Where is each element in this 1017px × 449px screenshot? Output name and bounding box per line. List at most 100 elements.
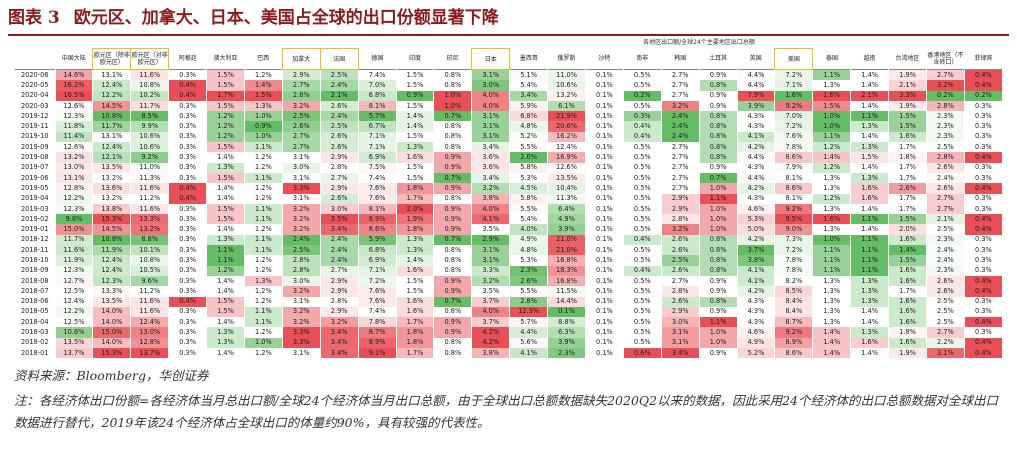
table-cell: 0.3% — [964, 142, 1004, 153]
table-cell: 2.9% — [320, 306, 359, 318]
table-cell: 0.5% — [623, 327, 662, 338]
table-cell: 0.5% — [623, 152, 662, 163]
table-cell: 1.4% — [850, 131, 890, 143]
table-cell: 5.4% — [509, 214, 549, 225]
table-cell: 8.1% — [774, 172, 814, 184]
table-cell: 4.0% — [471, 306, 511, 318]
table-cell: 0.3% — [168, 100, 208, 112]
table-cell: 0.4% — [168, 193, 208, 204]
row-date: 2018-03 — [15, 327, 56, 338]
table-cell: 16.9% — [547, 152, 586, 163]
table-cell: 1.3% — [396, 142, 435, 153]
table-row: 2018-11 11.6% 11.9% 10.1% 0.3% 1.1% 1.1% 2.5% 2.… — [15, 245, 1004, 256]
table-cell: 1.5% — [206, 172, 245, 184]
table-cell: 3.4% — [661, 348, 700, 359]
table-cell: 1.3% — [812, 224, 852, 235]
table-cell: 1.6% — [812, 90, 852, 101]
table-cell: 1.4% — [850, 224, 890, 235]
table-cell: 0.4% — [168, 90, 208, 101]
table-cell: 2.4% — [661, 111, 700, 122]
table-cell: 1.2% — [812, 162, 852, 173]
table-cell: 3.1% — [471, 69, 511, 81]
table-cell: 9.5% — [774, 214, 814, 225]
table-cell: 0.1% — [585, 100, 624, 112]
table-cell: 1.4% — [850, 162, 890, 173]
table-cell: 0.3% — [964, 296, 1004, 307]
table-cell: 7.1% — [774, 80, 814, 91]
table-cell: 3.4% — [320, 224, 359, 235]
table-cell: 1.1% — [850, 111, 890, 122]
table-cell: 2.6% — [661, 265, 700, 276]
table-cell: 3.1% — [282, 152, 321, 163]
table-cell: 13.0% — [130, 327, 170, 338]
table-cell: 1.5% — [206, 203, 245, 215]
table-cell: 3.9% — [737, 100, 776, 112]
table-cell: 4.4% — [737, 172, 776, 184]
table-cell: 2.7% — [661, 152, 700, 163]
table-cell: 0.1% — [547, 306, 586, 318]
table-cell: 10.6% — [55, 327, 94, 338]
table-cell: 2.5% — [661, 255, 700, 266]
table-cell: 0.5% — [623, 172, 662, 184]
table-cell: 0.8% — [699, 234, 738, 246]
table-cell: 3.4% — [320, 327, 359, 338]
table-cell: 7.8% — [358, 317, 397, 328]
table-cell: 1.4% — [812, 337, 852, 349]
table-cell: 5.6% — [509, 337, 549, 349]
table-cell: 7.2% — [774, 69, 814, 81]
table-cell: 5.2% — [509, 131, 549, 143]
table-cell: 1.5% — [396, 100, 435, 112]
table-cell: 3.1% — [282, 348, 321, 359]
table-cell: 11.3% — [547, 193, 586, 204]
table-cell: 2.9% — [320, 286, 359, 297]
table-cell: 7.0% — [774, 111, 814, 122]
table-cell: 1.0% — [812, 111, 852, 122]
table-cell: 11.6% — [130, 203, 170, 215]
table-cell: 0.1% — [585, 172, 624, 184]
table-cell: 7.2% — [774, 121, 814, 132]
table-cell: 2.1% — [888, 80, 927, 91]
table-cell: 2.9% — [282, 69, 321, 81]
row-date: 2018-09 — [15, 265, 56, 276]
table-cell: 13.6% — [92, 183, 132, 194]
table-row: 2019-07 13.0% 13.5% 11.0% 0.3% 1.3% 1.2% 3.0% 2.… — [15, 162, 1004, 173]
table-cell: 2.5% — [926, 296, 965, 307]
table-cell: 3.2% — [282, 317, 321, 328]
table-cell: 12.3% — [509, 306, 549, 318]
row-date: 2020-06 — [15, 69, 56, 81]
table-cell: 1.3% — [206, 327, 245, 338]
column-header: 韩国 — [674, 55, 687, 63]
table-cell: 4.8% — [509, 121, 549, 132]
column-header: 欧元区（除非欧元区） — [92, 48, 132, 70]
table-cell: 1.3% — [244, 100, 283, 112]
column-header: 泰国 — [826, 55, 839, 63]
row-date: 2018-07 — [15, 286, 56, 297]
table-cell: 2.4% — [926, 255, 965, 266]
table-cell: 0.9% — [433, 317, 473, 328]
table-cell: 5.1% — [509, 69, 549, 81]
table-cell: 10.1% — [130, 245, 170, 256]
table-cell: 2.0% — [509, 152, 549, 163]
table-cell: 2.3% — [926, 265, 965, 276]
table-cell: 3.8% — [471, 348, 511, 359]
column-header: 南非 — [636, 55, 649, 63]
table-cell: 16.8% — [547, 255, 586, 266]
column-header: 台湾地区 — [895, 55, 920, 63]
table-cell: 3.5% — [471, 224, 511, 235]
table-cell: 7.6% — [774, 131, 814, 143]
table-cell: 5.5% — [509, 286, 549, 297]
column-header: 印度 — [408, 55, 421, 63]
table-cell: 0.5% — [623, 100, 662, 112]
table-cell: 1.5% — [206, 100, 245, 112]
table-cell: 3.2% — [661, 224, 700, 235]
table-cell: 0.5% — [623, 317, 662, 328]
column-header: 法国 — [319, 48, 359, 70]
table-cell: 0.9% — [433, 183, 473, 194]
table-cell: 2.6% — [282, 90, 321, 101]
table-cell: 0.1% — [585, 214, 624, 225]
table-cell: 0.8% — [433, 306, 473, 318]
table-cell: 8.4% — [774, 296, 814, 307]
table-cell: 0.5% — [623, 275, 662, 287]
column-header: 德国 — [371, 55, 384, 63]
table-cell: 1.6% — [812, 214, 852, 225]
